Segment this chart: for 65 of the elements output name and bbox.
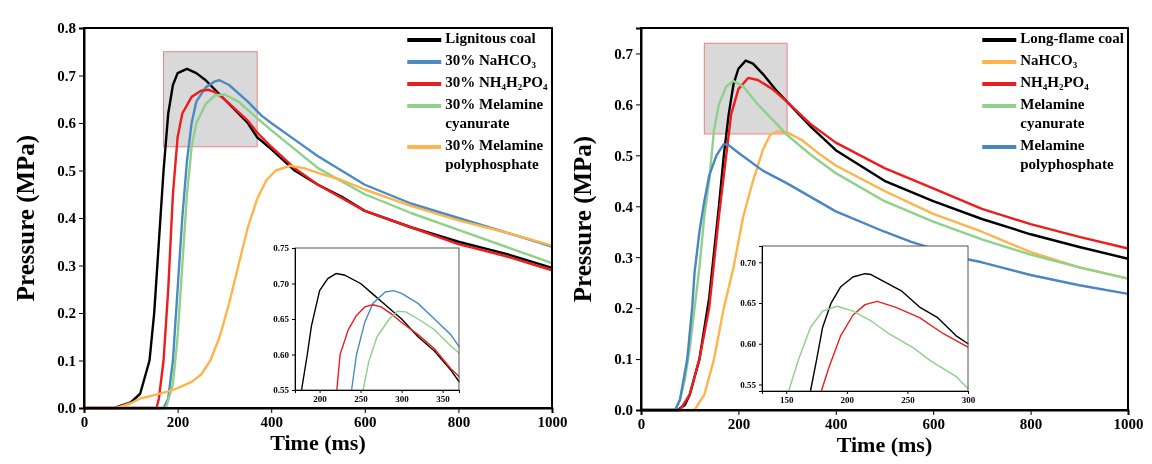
y-tick-label: 0.3 — [57, 257, 76, 274]
x-tick-label: 300 — [395, 394, 410, 405]
x-tick-label: 800 — [447, 413, 471, 430]
x-tick-label: 400 — [825, 415, 848, 432]
x-tick-label: 150 — [779, 395, 794, 406]
y-tick-label: 0.5 — [614, 147, 633, 164]
y-tick-label: 0.2 — [614, 300, 633, 317]
y-tick-label: 0.0 — [57, 400, 76, 417]
x-tick-label: 600 — [354, 413, 377, 430]
y-tick-label: 0.7 — [614, 45, 634, 62]
x-tick-label: 600 — [922, 415, 945, 432]
line-series — [787, 305, 969, 392]
y-tick-label: 0.3 — [614, 249, 633, 266]
y-tick-label: 0.60 — [740, 339, 757, 350]
legend-label: Melamine polyphosphate — [1020, 137, 1114, 173]
y-tick-label: 0.7 — [57, 67, 77, 84]
y-tick-label: 0.75 — [273, 243, 290, 254]
x-tick-label: 1000 — [1113, 415, 1144, 432]
y-tick-label: 0.55 — [273, 385, 290, 396]
legend-label: 30% NH₄H₂PO₄ — [445, 74, 548, 91]
line-series — [336, 304, 460, 391]
y-tick-label: 0.8 — [57, 20, 76, 37]
x-tick-label: 800 — [1019, 415, 1043, 432]
legend-label: Long-flame coal — [1020, 30, 1124, 47]
y-tick-label: 0.0 — [614, 402, 633, 419]
y-tick-label: 0.65 — [273, 314, 290, 325]
legend-label: 30% Melamine polyphosphate — [445, 137, 544, 173]
x-tick-label: 200 — [840, 395, 855, 406]
legend-label: 30% Melamine cyanurate — [445, 96, 544, 132]
y-tick-label: 0.2 — [57, 305, 76, 322]
x-tick-label: 300 — [961, 395, 976, 406]
y-tick-label: 0.6 — [614, 96, 634, 113]
y-tick-label: 0.65 — [740, 298, 757, 309]
legend-label: NaHCO₃ — [1020, 52, 1078, 69]
y-tick-label: 0.4 — [57, 210, 77, 227]
x-tick-label: 1000 — [537, 413, 568, 430]
x-tick-label: 400 — [260, 413, 283, 430]
x-tick-label: 250 — [901, 395, 916, 406]
y-tick-label: 0.60 — [273, 349, 290, 360]
y-tick-label: 0.70 — [740, 257, 757, 268]
line-series — [820, 300, 969, 392]
x-tick-label: 350 — [436, 394, 451, 405]
y-tick-label: 0.70 — [273, 278, 290, 289]
y-tick-label: 0.6 — [57, 115, 77, 132]
legend-label: Melamine cyanurate — [1020, 96, 1085, 132]
y-tick-label: 0.4 — [614, 198, 634, 215]
line-series — [350, 289, 460, 391]
x-tick-label: 200 — [727, 415, 751, 432]
x-tick-label: 0 — [80, 413, 89, 430]
legend-label: Lignitous coal — [445, 30, 536, 47]
y-axis-title: Pressure (MPa) — [12, 134, 40, 302]
x-tick-label: 200 — [166, 413, 190, 430]
x-tick-label: 200 — [313, 394, 328, 405]
legend-label: 30% NaHCO₃ — [445, 52, 537, 69]
line-series — [362, 310, 460, 391]
y-tick-label: 0.1 — [57, 352, 76, 369]
legend-label: NH₄H₂PO₄ — [1020, 74, 1090, 91]
x-tick-label: 0 — [637, 415, 646, 432]
y-axis-title: Pressure (MPa) — [569, 135, 597, 303]
x-axis-title: Time (ms) — [836, 432, 933, 457]
x-axis-title: Time (ms) — [270, 430, 366, 455]
x-tick-label: 250 — [354, 394, 369, 405]
y-tick-label: 0.55 — [740, 379, 757, 390]
y-tick-label: 0.5 — [57, 162, 76, 179]
y-tick-label: 0.1 — [614, 351, 633, 368]
